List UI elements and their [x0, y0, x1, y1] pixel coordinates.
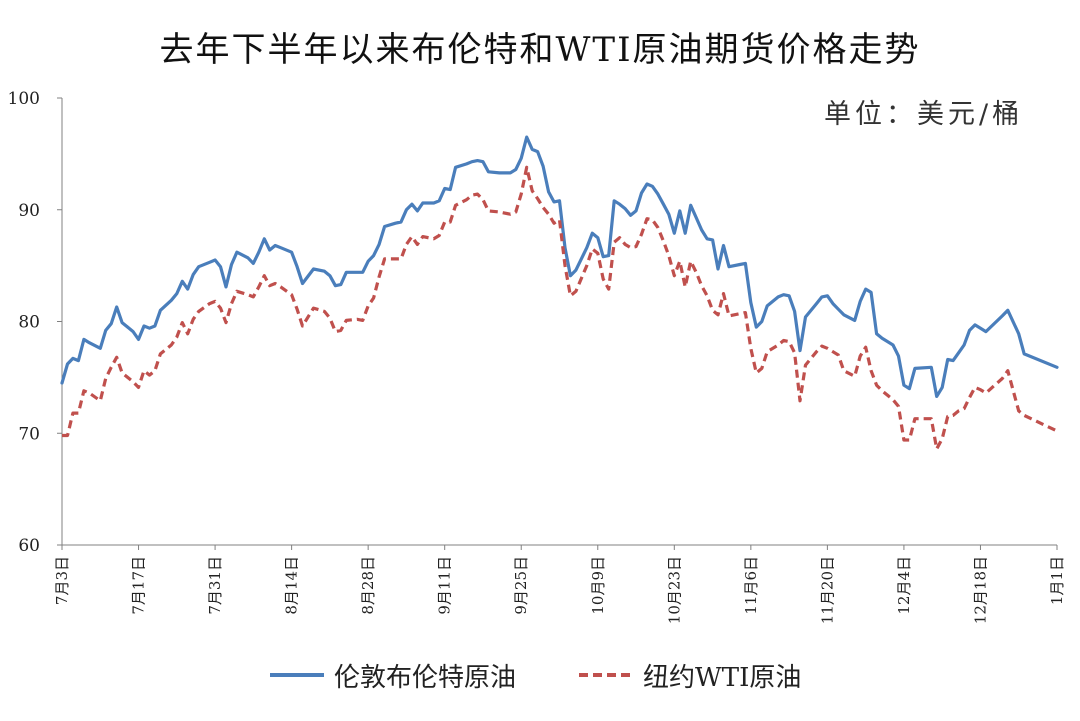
x-tick-label: 11月20日: [818, 556, 836, 624]
x-tick-label: 11月6日: [742, 556, 760, 615]
y-tick-label: 90: [18, 201, 40, 221]
x-tick-label: 8月14日: [283, 556, 301, 615]
y-tick-label: 100: [8, 89, 40, 109]
legend-label-brent: 伦敦布伦特原油: [334, 662, 517, 693]
x-tick-label: 12月4日: [895, 556, 913, 615]
x-tick-label: 9月11日: [436, 556, 454, 615]
y-tick-label: 70: [18, 424, 40, 444]
x-tick-label: 10月23日: [665, 556, 683, 624]
brent-legend-swatch: [270, 673, 324, 677]
x-tick-label: 10月9日: [589, 556, 607, 615]
x-tick-label: 9月25日: [512, 556, 530, 615]
x-tick-label: 7月17日: [130, 556, 148, 615]
x-tick-label: 1月1日: [1048, 556, 1066, 605]
y-tick-label: 60: [18, 536, 40, 556]
legend-item-brent: 伦敦布伦特原油: [268, 655, 516, 695]
wti-legend-swatch: [579, 673, 633, 677]
legend-label-wti: 纽约WTI原油: [643, 662, 802, 693]
brent-series-line: [60, 135, 1059, 398]
legend-item-wti: 纽约WTI原油: [577, 655, 801, 695]
x-tick-label: 7月3日: [53, 556, 71, 605]
x-tick-label: 8月28日: [359, 556, 377, 615]
x-tick-label: 7月31日: [206, 556, 224, 615]
unit-label: 单位：美元/桶: [824, 99, 1024, 130]
wti-series-line: [62, 165, 1058, 451]
chart-title: 去年下半年以来布伦特和WTI原油期货价格走势: [159, 30, 921, 70]
y-tick-label: 80: [18, 313, 40, 333]
x-tick-label: 12月18日: [971, 556, 989, 624]
